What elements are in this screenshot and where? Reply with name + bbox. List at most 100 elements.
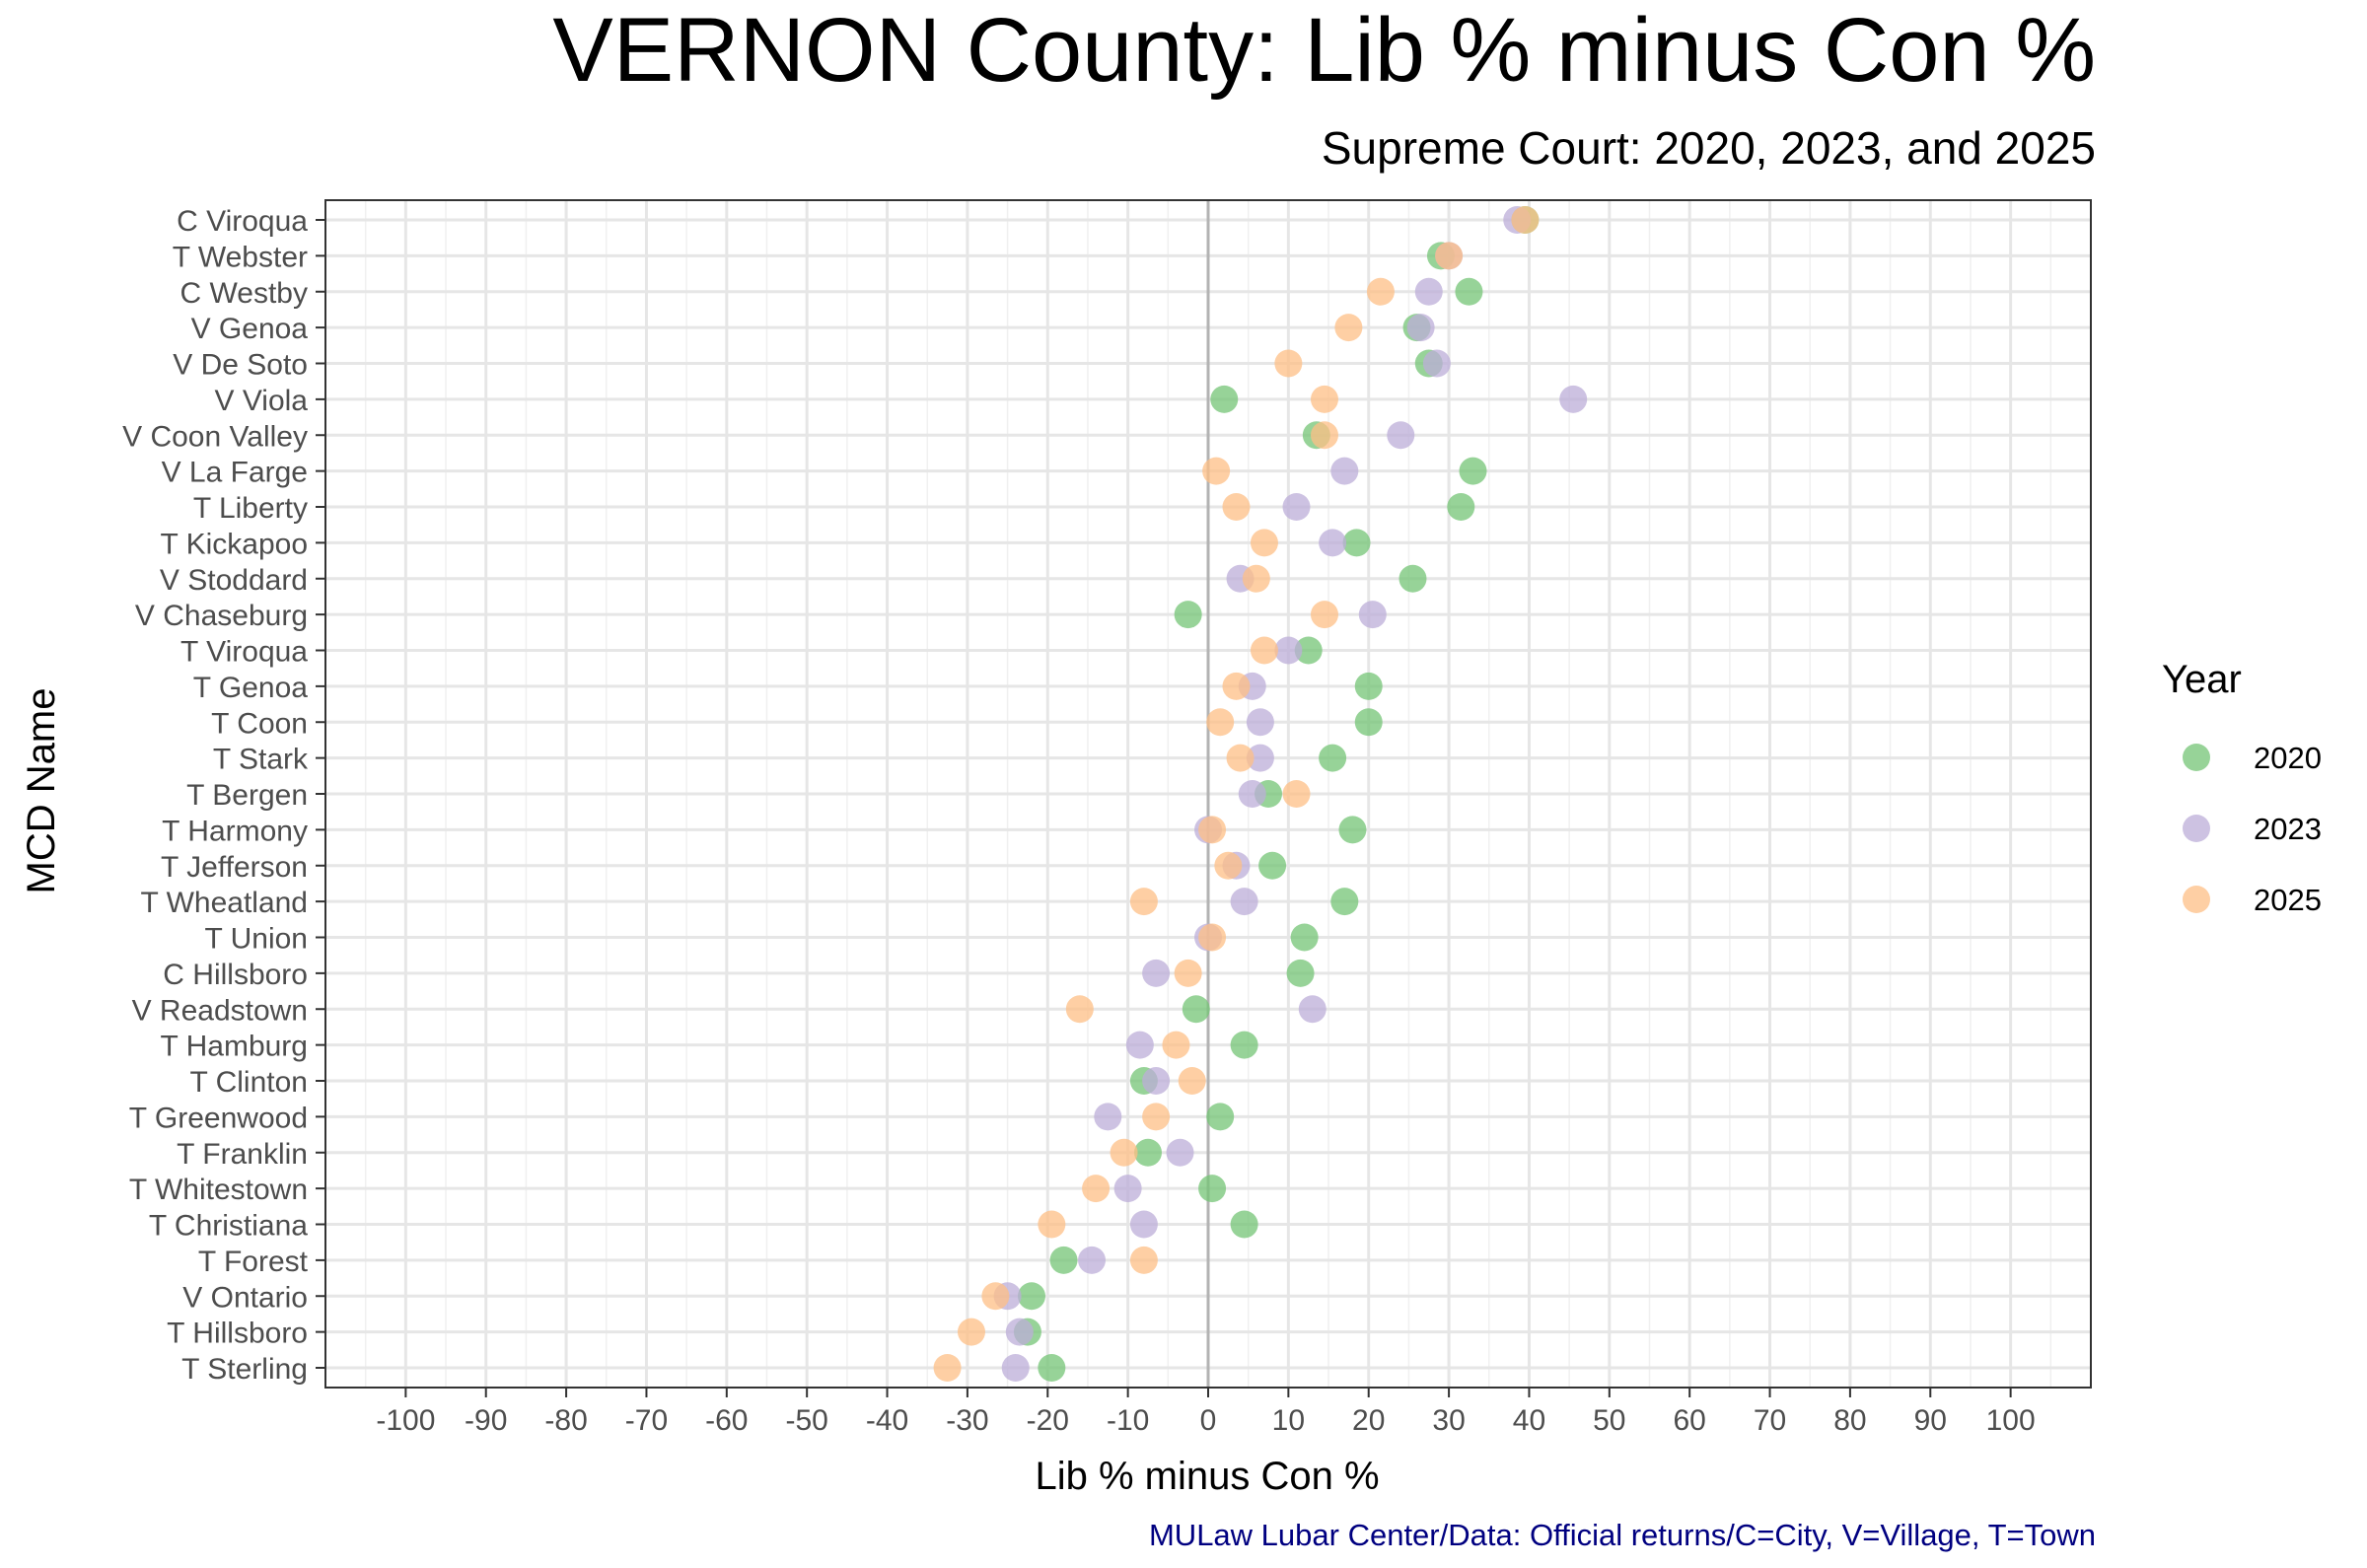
data-point-2023: [1142, 1067, 1171, 1095]
x-tick-label: 40: [1513, 1404, 1545, 1437]
data-point-2020: [1198, 1175, 1227, 1203]
data-point-2023: [1005, 1318, 1034, 1346]
data-point-2020: [1210, 385, 1239, 413]
x-tick-label: -70: [625, 1404, 668, 1437]
data-point-2020: [1455, 277, 1483, 306]
x-tick-label: 10: [1272, 1404, 1305, 1437]
y-tick-label: T Forest: [198, 1246, 309, 1278]
data-point-2020: [1354, 708, 1383, 737]
x-tick-label: 80: [1833, 1404, 1866, 1437]
data-point-2023: [1246, 708, 1274, 737]
x-tick-label: -80: [544, 1404, 587, 1437]
data-point-2025: [1310, 601, 1338, 629]
data-point-2023: [1282, 493, 1311, 521]
y-tick-label: V Ontario: [182, 1281, 308, 1314]
y-tick-label: C Westby: [180, 277, 308, 310]
data-point-2025: [1250, 636, 1278, 665]
data-point-2020: [1230, 1031, 1258, 1059]
y-tick-label: C Viroqua: [177, 205, 308, 238]
x-tick-label: -100: [376, 1404, 435, 1437]
data-point-2025: [1250, 529, 1278, 557]
data-point-2023: [1358, 601, 1387, 629]
data-point-2020: [1447, 493, 1475, 521]
y-tick-label: T Jefferson: [161, 851, 308, 884]
data-point-2023: [1094, 1103, 1122, 1131]
y-tick-label: T Coon: [211, 707, 308, 740]
data-point-2025: [1129, 1246, 1158, 1274]
y-tick-label: T Liberty: [193, 492, 308, 525]
data-point-2020: [1330, 888, 1359, 916]
data-point-2025: [1206, 708, 1235, 737]
chart-subtitle: Supreme Court: 2020, 2023, and 2025: [1322, 122, 2096, 174]
legend-key: [2183, 744, 2210, 771]
data-point-2025: [1222, 493, 1251, 521]
data-point-2025: [1110, 1138, 1138, 1167]
data-point-2025: [1174, 959, 1202, 987]
y-tick-label: V Readstown: [132, 994, 308, 1027]
y-tick-label: T Franklin: [177, 1138, 308, 1171]
data-point-2020: [1354, 672, 1383, 700]
data-point-2020: [1206, 1103, 1235, 1131]
y-tick-label: V La Farge: [162, 457, 308, 489]
data-point-2025: [1142, 1103, 1171, 1131]
data-point-2025: [1038, 1210, 1066, 1239]
x-tick-label: -10: [1107, 1404, 1149, 1437]
x-tick-label: 30: [1432, 1404, 1465, 1437]
data-point-2025: [1435, 242, 1464, 270]
data-point-2025: [1198, 923, 1227, 952]
data-point-2025: [957, 1318, 985, 1346]
y-tick-label: T Christiana: [149, 1210, 308, 1243]
data-point-2023: [1230, 888, 1258, 916]
data-point-2023: [1330, 457, 1359, 485]
data-point-2023: [1559, 385, 1588, 413]
y-tick-label: T Kickapoo: [160, 528, 308, 560]
data-point-2020: [1018, 1282, 1045, 1311]
x-tick-label: -60: [705, 1404, 748, 1437]
x-tick-label: -20: [1027, 1404, 1069, 1437]
data-point-2023: [1414, 277, 1443, 306]
y-tick-label: V Viola: [214, 385, 308, 417]
data-point-2020: [1230, 1210, 1258, 1239]
data-point-2023: [1274, 636, 1303, 665]
data-point-2020: [1049, 1246, 1078, 1274]
data-point-2025: [1334, 314, 1363, 342]
y-tick-label: T Hillsboro: [167, 1318, 308, 1350]
data-point-2025: [1222, 672, 1251, 700]
legend-key: [2183, 886, 2210, 913]
y-tick-label: T Sterling: [181, 1353, 308, 1386]
data-point-2025: [1226, 744, 1255, 772]
x-tick-label: -40: [866, 1404, 908, 1437]
data-point-2023: [1129, 1210, 1158, 1239]
data-points: [933, 206, 1588, 1382]
y-tick-label: T Union: [204, 923, 308, 956]
data-point-2023: [1113, 1175, 1142, 1203]
y-tick-label: V De Soto: [173, 349, 308, 382]
y-tick-label: T Whitestown: [129, 1174, 308, 1206]
x-tick-label: 50: [1593, 1404, 1625, 1437]
data-point-2025: [1178, 1067, 1206, 1095]
y-tick-label: T Harmony: [162, 815, 308, 847]
x-tick-label: 70: [1754, 1404, 1786, 1437]
data-point-2025: [1310, 385, 1338, 413]
chart-title: VERNON County: Lib % minus Con %: [552, 0, 2096, 101]
legend-title: Year: [2162, 658, 2242, 701]
y-tick-label: T Genoa: [193, 672, 309, 704]
legend-label: 2025: [2254, 883, 2322, 917]
data-point-2023: [1125, 1031, 1154, 1059]
data-point-2023: [1001, 1354, 1030, 1382]
data-point-2025: [1214, 851, 1243, 880]
x-tick-label: -30: [946, 1404, 988, 1437]
data-point-2023: [1142, 959, 1171, 987]
y-tick-label: V Stoddard: [160, 564, 308, 597]
data-point-2020: [1290, 923, 1319, 952]
y-tick-label: T Clinton: [189, 1066, 308, 1099]
y-tick-label: T Greenwood: [129, 1102, 308, 1134]
y-tick-label: T Hamburg: [160, 1031, 308, 1063]
data-point-2025: [1274, 349, 1303, 378]
data-point-2025: [1065, 995, 1094, 1024]
data-point-2023: [1166, 1138, 1194, 1167]
x-tick-label: -90: [465, 1404, 507, 1437]
y-tick-label: V Coon Valley: [122, 420, 308, 453]
data-point-2020: [1459, 457, 1487, 485]
